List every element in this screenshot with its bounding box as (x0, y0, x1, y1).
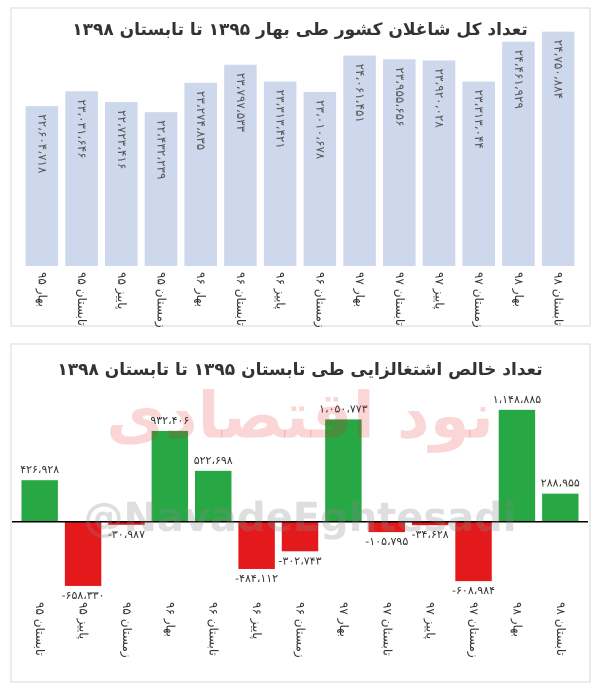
x-tick-label: تابستان ۹۷ (393, 272, 407, 326)
x-tick-label: تابستان ۹۸ (554, 602, 568, 656)
value-label: ۵۲۲،۶۹۸ (194, 454, 233, 467)
bar (195, 470, 232, 522)
x-tick-label: بهار ۹۶ (162, 602, 177, 637)
value-label: ۲۲،۶۰۴،۷۱۸ (35, 114, 49, 174)
x-tick-label: تابستان ۹۵ (75, 272, 89, 326)
bar (325, 419, 362, 522)
x-tick-label: پاییز ۹۵ (114, 272, 129, 309)
value-label: ۲۳،۹۵۵،۶۵۶ (393, 67, 407, 126)
x-tick-label: بهار ۹۸ (511, 272, 526, 307)
x-tick-label: زمستان ۹۷ (471, 272, 486, 328)
x-tick-label: تابستان ۹۶ (207, 602, 221, 656)
x-tick-label: بهار ۹۸ (509, 602, 524, 637)
value-label: -۳۴،۶۲۸ (412, 528, 449, 541)
value-label: -۳۰۲،۷۴۳ (279, 554, 322, 567)
bar (108, 521, 145, 525)
bar (281, 521, 319, 552)
value-label: -۱۰۵،۷۹۵ (365, 535, 408, 548)
x-tick-label: زمستان ۹۵ (154, 272, 169, 328)
value-label: ۲۳،۰۳۱،۶۴۶ (75, 99, 89, 158)
bar (25, 106, 59, 266)
panel (10, 343, 591, 683)
x-tick-label: پاییز ۹۷ (423, 602, 438, 639)
bar (303, 92, 337, 266)
x-tick-label: بهار ۹۷ (352, 272, 367, 307)
bar (455, 521, 492, 582)
value-label: -۴۸۴،۱۱۲ (235, 572, 278, 585)
x-tick-label: بهار ۹۶ (193, 272, 208, 307)
value-label: ۲۴،۴۶۱،۹۲۹ (512, 50, 526, 109)
watermark: @NavadeEghtesadi (83, 495, 516, 541)
chart-title: تعداد کل شاغلان کشور طی بهار ۱۳۹۵ تا تاب… (72, 20, 528, 40)
bar (462, 81, 495, 267)
x-tick-label: تابستان ۹۶ (234, 272, 248, 326)
bar (151, 430, 189, 522)
bar (498, 409, 536, 522)
value-label: -۳۰،۹۸۷ (108, 528, 145, 541)
bar (411, 521, 449, 526)
x-tick-label: زمستان ۹۶ (293, 602, 308, 658)
x-tick-label: بهار ۹۷ (336, 602, 351, 637)
bar (502, 41, 535, 267)
value-label: ۲۴،۰۶۱،۴۵۱ (353, 64, 367, 123)
x-tick-label: پاییز ۹۷ (432, 272, 447, 309)
x-tick-label: تابستان ۹۸ (552, 272, 566, 326)
bar (184, 82, 217, 266)
bar (238, 521, 275, 569)
x-tick-label: زمستان ۹۷ (466, 602, 481, 658)
value-label: -۶۰۸،۹۸۴ (452, 584, 495, 597)
value-label: ۲۳،۹۲۰،۰۲۸ (433, 68, 447, 128)
bar (64, 521, 102, 586)
bar (144, 112, 178, 266)
x-tick-label: پاییز ۹۶ (249, 602, 264, 639)
value-label: ۲۳،۳۱۳،۴۲۱ (274, 90, 288, 149)
bar (422, 60, 456, 267)
value-label: ۹۳۲،۴۰۶ (150, 414, 189, 427)
watermark: نود اقتصادی (106, 380, 494, 454)
value-label: ۴۲۶،۹۲۸ (20, 463, 59, 476)
x-tick-label: تابستان ۹۷ (380, 602, 394, 656)
bar (383, 59, 416, 266)
bar (263, 81, 297, 266)
value-label: ۲۳،۷۹۷،۵۳۳ (234, 73, 248, 133)
x-tick-label: زمستان ۹۵ (119, 602, 134, 658)
value-label: ۱،۱۴۸،۸۸۵ (493, 393, 542, 406)
bar (343, 55, 376, 267)
chart-title: تعداد خالص اشتغالزایی طی تابستان ۱۳۹۵ تا… (57, 360, 542, 380)
value-label: ۲۸۸،۹۵۵ (541, 477, 580, 490)
value-label: ۲۳،۰۱۰،۶۷۸ (313, 100, 327, 160)
value-label: ۲۳،۲۷۴،۸۳۵ (194, 91, 208, 150)
value-label: ۲۲،۷۲۳،۴۱۶ (115, 110, 129, 169)
value-label: ۱،۰۵۰،۷۷۳ (319, 402, 368, 415)
bar (542, 493, 579, 522)
bar (105, 102, 138, 266)
value-label: ۲۴،۷۵۰،۸۸۴ (552, 40, 566, 99)
x-tick-label: بهار ۹۵ (34, 272, 49, 307)
x-tick-label: پاییز ۹۶ (273, 272, 288, 309)
value-label: ۲۲،۴۳۲،۲۳۹ (155, 120, 169, 179)
x-tick-label: تابستان ۹۵ (33, 602, 47, 656)
value-label: ۲۳،۳۱۳،۰۴۴ (472, 90, 486, 149)
bar (368, 521, 405, 533)
bar (541, 31, 575, 266)
value-label: -۶۵۸،۳۳۰ (62, 589, 105, 602)
bar (21, 480, 58, 522)
bar (65, 91, 98, 266)
bar (224, 64, 257, 266)
x-tick-label: پاییز ۹۵ (76, 602, 91, 639)
x-tick-label: زمستان ۹۶ (312, 272, 327, 328)
